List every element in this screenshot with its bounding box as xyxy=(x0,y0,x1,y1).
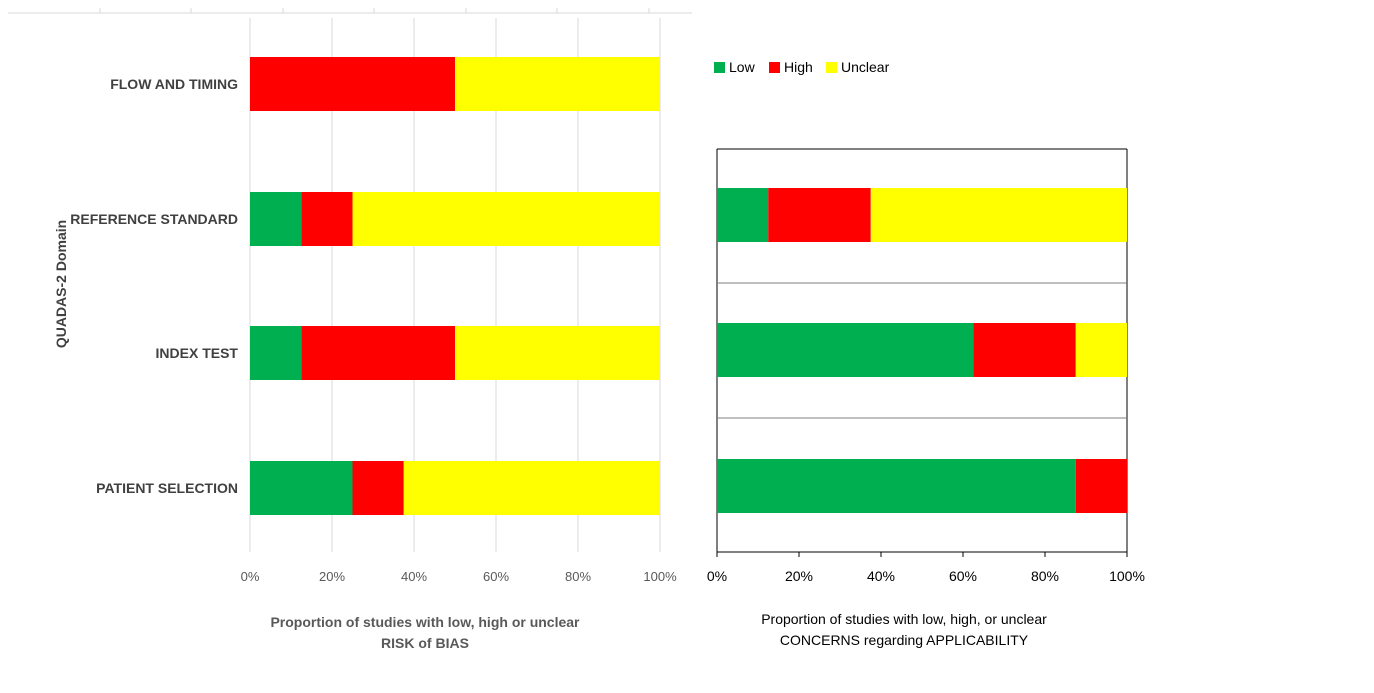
left-bar-index-test-high xyxy=(301,326,455,380)
right-bar-index-test-high xyxy=(973,323,1076,377)
legend: Low High Unclear xyxy=(714,59,890,75)
left-category-labels: FLOW AND TIMING REFERENCE STANDARD INDEX T… xyxy=(70,76,238,496)
right-tick-label-1: 20% xyxy=(785,568,813,584)
left-tick-labels: 0% 20% 40% 60% 80% 100% xyxy=(241,569,677,584)
right-tick-label-5: 100% xyxy=(1109,568,1145,584)
right-bar-index-test-low xyxy=(717,323,974,377)
right-tick-labels: 0% 20% 40% 60% 80% 100% xyxy=(707,568,1145,584)
left-bar-flow-and-timing-unclear xyxy=(455,57,660,111)
right-tick-label-3: 60% xyxy=(949,568,977,584)
left-bar-patient-selection-high xyxy=(352,461,404,515)
right-bar-reference-standard-unclear xyxy=(870,188,1127,242)
right-bar-index-test-unclear xyxy=(1075,323,1127,377)
right-bar-patient-selection-high xyxy=(1075,459,1127,513)
left-y-axis-label: QUADAS-2 Domain xyxy=(53,220,69,348)
applicability-concerns-chart: 0% 20% 40% 60% 80% 100% Low High Unclear Propor… xyxy=(707,59,1145,648)
right-bar-reference-standard-high xyxy=(768,188,871,242)
right-x-axis-label-line1: Proportion of studies with low, high, or… xyxy=(761,611,1047,627)
risk-of-bias-chart: FLOW AND TIMING REFERENCE STANDARD INDEX T… xyxy=(8,8,692,651)
left-category-label-index-test: INDEX TEST xyxy=(156,345,239,361)
legend-label-unclear: Unclear xyxy=(841,59,890,75)
left-bar-index-test-unclear xyxy=(455,326,660,380)
left-tick-label-1: 20% xyxy=(319,569,345,584)
left-bar-reference-standard-low xyxy=(250,192,302,246)
left-bar-flow-and-timing-high xyxy=(250,57,455,111)
right-bar-patient-selection-low xyxy=(717,459,1076,513)
legend-swatch-unclear xyxy=(826,62,837,73)
legend-label-low: Low xyxy=(729,59,756,75)
left-bar-patient-selection-low xyxy=(250,461,353,515)
right-tick-label-0: 0% xyxy=(707,568,727,584)
left-tick-label-2: 40% xyxy=(401,569,427,584)
left-tick-label-0: 0% xyxy=(241,569,260,584)
left-x-axis-label-line1: Proportion of studies with low, high or … xyxy=(270,614,580,630)
legend-label-high: High xyxy=(784,59,813,75)
left-bar-index-test-low xyxy=(250,326,302,380)
right-tick-label-2: 40% xyxy=(867,568,895,584)
right-x-axis-label-line2: CONCERNS regarding APPLICABILITY xyxy=(780,632,1029,648)
left-bar-reference-standard-unclear xyxy=(352,192,660,246)
right-tick-label-4: 80% xyxy=(1031,568,1059,584)
legend-swatch-low xyxy=(714,62,725,73)
left-category-label-reference-standard: REFERENCE STANDARD xyxy=(70,211,238,227)
left-category-label-patient-selection: PATIENT SELECTION xyxy=(96,480,238,496)
left-tick-label-3: 60% xyxy=(483,569,509,584)
left-bar-patient-selection-unclear xyxy=(403,461,660,515)
right-bars xyxy=(717,188,1127,513)
legend-swatch-high xyxy=(769,62,780,73)
left-bars xyxy=(250,57,660,515)
left-bar-reference-standard-high xyxy=(301,192,353,246)
left-tick-label-5: 100% xyxy=(643,569,677,584)
left-category-label-flow-and-timing: FLOW AND TIMING xyxy=(110,76,238,92)
left-tick-label-4: 80% xyxy=(565,569,591,584)
right-bar-reference-standard-low xyxy=(717,188,769,242)
left-x-axis-label-line2: RISK of BIAS xyxy=(381,635,469,651)
